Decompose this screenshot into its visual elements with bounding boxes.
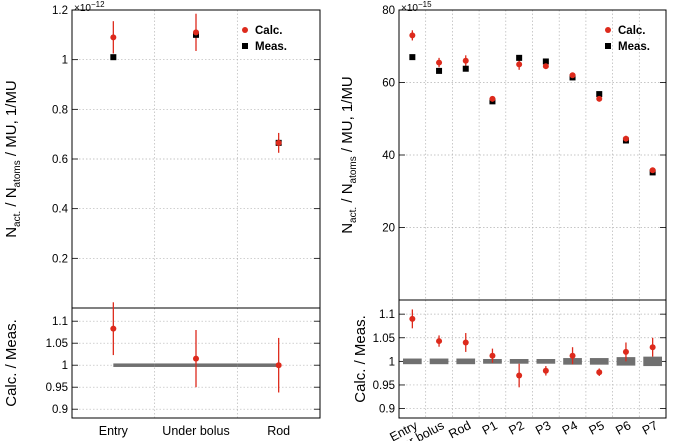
calc-point	[542, 63, 549, 70]
ratio-point	[569, 352, 576, 359]
calc-point	[409, 32, 416, 39]
meas-point	[110, 54, 117, 61]
ratio-y-tick-label: 1.05	[46, 338, 68, 350]
meas-point	[436, 67, 443, 74]
x-category-label: Rod	[267, 424, 290, 438]
ratio-point	[489, 352, 496, 359]
ratio-band	[237, 363, 279, 367]
ratio-band	[509, 359, 529, 364]
ratio-point	[409, 315, 416, 322]
ratio-point	[436, 338, 443, 345]
meas-point	[596, 91, 603, 98]
legend: Calc. Meas.	[242, 25, 287, 53]
x-category-label: Rod	[446, 418, 473, 441]
ratio-axis-title: Calc. / Meas.	[3, 319, 20, 407]
y-tick-label: 0.4	[52, 204, 69, 216]
y-tick-label: 20	[382, 223, 395, 235]
legend-meas-label: Meas.	[618, 41, 650, 53]
ratio-point	[649, 344, 656, 351]
y-tick-label: 60	[382, 78, 395, 90]
ratio-band	[113, 363, 155, 367]
calc-point	[462, 57, 469, 64]
x-category-label: P5	[587, 418, 607, 438]
y-tick-label: 0.2	[52, 253, 68, 265]
ratio-band	[589, 358, 609, 365]
x-category-label: P3	[533, 418, 553, 438]
exponent-label: ×10−12	[74, 0, 105, 14]
ratio-plot-frame	[71, 307, 321, 419]
chart-right: 20 40 60 80 ×10−15 Nact. / Natoms / MU, 1/MU C…	[339, 0, 667, 441]
ratio-point	[462, 339, 469, 346]
calc-point	[649, 167, 656, 174]
ratio-axis-title: Calc. / Meas.	[352, 315, 369, 403]
ratio-y-tick-label: 1.1	[379, 309, 395, 321]
legend-calc-marker	[605, 27, 611, 33]
x-category-label: P2	[506, 418, 526, 438]
calc-point	[489, 95, 496, 102]
ratio-point	[622, 348, 629, 355]
ratio-y-tick-label: 0.9	[379, 404, 395, 416]
exponent-label: ×10−15	[401, 0, 432, 14]
ratio-y-tick-label: 0.95	[373, 380, 395, 392]
ratio-y-tick-label: 1.1	[52, 316, 68, 328]
ratio-band	[429, 358, 449, 365]
y-tick-label: 0.6	[52, 154, 68, 166]
ratio-y-tick-label: 0.9	[52, 404, 68, 416]
y-tick-label: 1.2	[52, 5, 68, 17]
y-tick-label: 0.8	[52, 104, 68, 116]
ratio-band	[536, 359, 556, 364]
ratio-point	[275, 362, 282, 369]
ratio-point	[193, 355, 199, 362]
ratio-y-tick-label: 1	[62, 360, 68, 372]
legend-meas-label: Meas.	[255, 41, 287, 53]
legend-calc-label: Calc.	[618, 25, 646, 37]
y-tick-label: 1	[62, 55, 68, 67]
ratio-y-tick-label: 1	[389, 356, 395, 368]
meas-point	[409, 54, 416, 61]
ratio-plot-frame	[398, 299, 667, 419]
calc-point	[516, 61, 523, 68]
y-axis-title: Nact. / Natoms / MU, 1/MU	[3, 80, 23, 238]
ratio-point	[110, 325, 117, 332]
ratio-y-tick-label: 0.95	[46, 382, 68, 394]
calc-point	[110, 34, 117, 41]
y-tick-label: 40	[382, 150, 395, 162]
x-category-label: P4	[560, 418, 580, 438]
calc-point	[436, 59, 443, 66]
x-category-label: P7	[640, 418, 660, 438]
ratio-point	[596, 369, 603, 376]
legend-meas-marker	[605, 43, 611, 49]
calc-point	[596, 95, 603, 102]
meas-point	[542, 58, 549, 65]
ratio-band	[643, 356, 662, 367]
ratio-band	[403, 358, 422, 365]
x-category-label: Under bolus	[162, 424, 229, 438]
legend-calc-label: Calc.	[255, 25, 283, 37]
meas-point	[516, 54, 523, 61]
calc-point	[569, 72, 576, 79]
legend: Calc. Meas.	[605, 25, 650, 53]
y-tick-label: 80	[382, 5, 395, 17]
chart-left: 0.2 0.4 0.6 0.8 1 1.2 ×10−12 Nact. / Natoms / M…	[3, 0, 321, 438]
ratio-point	[542, 367, 549, 374]
ratio-y-tick-label: 1.05	[373, 333, 395, 345]
calc-point	[622, 135, 629, 142]
ratio-band	[456, 358, 476, 365]
legend-calc-marker	[242, 27, 248, 33]
calc-point	[193, 29, 199, 36]
calc-point	[275, 139, 282, 146]
ratio-point	[516, 372, 523, 379]
legend-meas-marker	[242, 43, 248, 49]
x-category-label: Entry	[99, 424, 129, 438]
y-axis-title: Nact. / Natoms / MU, 1/MU	[339, 76, 359, 234]
x-category-label: P1	[480, 418, 500, 438]
meas-point	[462, 65, 469, 72]
x-category-label: P6	[613, 418, 633, 438]
